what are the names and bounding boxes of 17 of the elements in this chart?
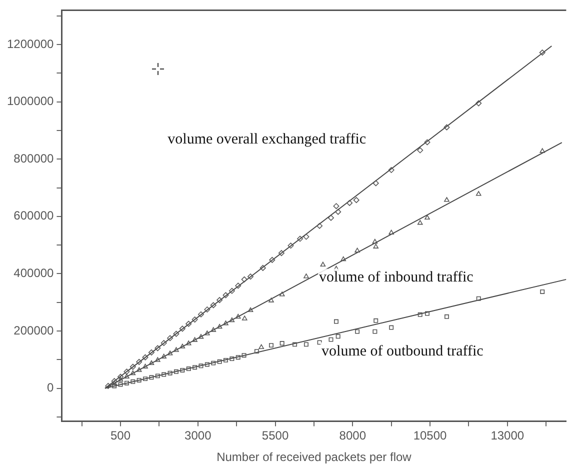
x-tick-label: 500 [110, 428, 131, 443]
y-tick-label: 400000 [14, 266, 54, 280]
annotation: volume overall exchanged traffic [168, 132, 366, 148]
annotation: volume of inbound traffic [319, 270, 474, 286]
y-tick-label: 1200000 [7, 36, 54, 51]
x-axis-title: Number of received packets per flow [216, 450, 412, 464]
y-tick-label: 1000000 [7, 94, 54, 108]
y-tick-label: 600000 [14, 208, 54, 223]
x-tick-label: 13000 [490, 428, 524, 443]
x-tick-label: 8000 [339, 428, 366, 443]
annotation: volume of outbound traffic [322, 343, 484, 360]
x-tick-label: 5500 [262, 428, 289, 443]
x-tick-label: 10500 [413, 428, 448, 443]
y-tick-label: 200000 [14, 323, 54, 338]
y-tick-label: 0 [47, 380, 54, 395]
y-tick-label: 800000 [14, 151, 54, 166]
x-tick-label: 3000 [184, 428, 212, 443]
